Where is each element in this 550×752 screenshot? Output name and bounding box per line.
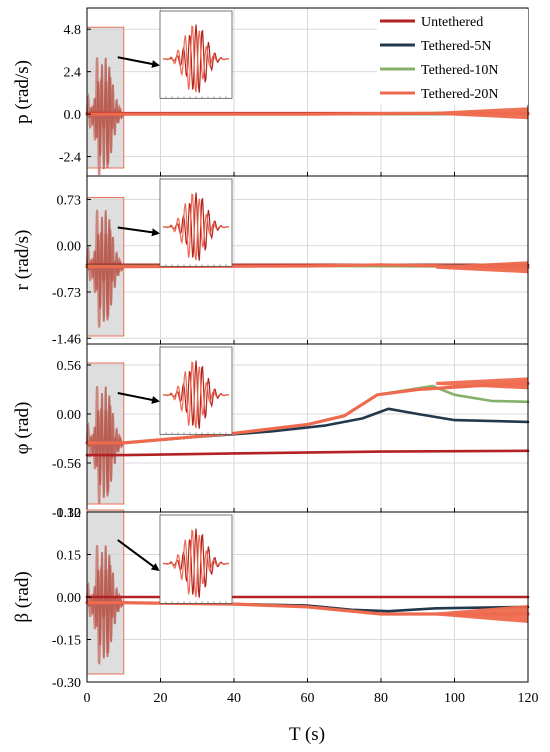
y-axis-label: β (rad) bbox=[12, 571, 33, 622]
legend-label: Tethered-20N bbox=[421, 87, 499, 102]
y-tick-label: 0.00 bbox=[57, 591, 82, 606]
y-tick-label: 0.73 bbox=[57, 193, 82, 208]
x-tick-label: 100 bbox=[444, 691, 465, 706]
inset-curve bbox=[163, 192, 230, 261]
panel-4: 0.30 0.15 0.00 -0.15 -0.30 β (rad) bbox=[12, 506, 530, 691]
zoom-inset bbox=[159, 178, 233, 267]
oscillation-band bbox=[436, 605, 528, 623]
y-axis-label: φ (rad) bbox=[12, 402, 33, 455]
x-tick-label: 80 bbox=[374, 691, 388, 706]
zoom-inset bbox=[159, 10, 233, 99]
zoom-inset bbox=[159, 514, 233, 604]
inset-curve bbox=[163, 360, 230, 429]
panel-1: 4.8 2.4 0.0 -2.4 p (rad/s) bbox=[12, 7, 530, 177]
y-tick-label: 0.00 bbox=[57, 408, 82, 423]
inset-curve bbox=[162, 25, 229, 93]
series-line-tethered-20n bbox=[85, 381, 530, 445]
y-tick-label: -0.15 bbox=[52, 634, 81, 649]
series-line-tethered-20n bbox=[85, 263, 530, 269]
zoom-arrow bbox=[117, 392, 160, 404]
inset-curve bbox=[162, 361, 229, 429]
series-line-untethered bbox=[85, 449, 530, 457]
legend-label: Tethered-5N bbox=[421, 39, 492, 54]
legend-label: Untethered bbox=[421, 15, 483, 30]
legend: Untethered Tethered-5N Tethered-10N Tethere… bbox=[377, 9, 528, 105]
y-tick-label: 4.8 bbox=[64, 23, 82, 38]
x-tick-label: 0 bbox=[84, 691, 91, 706]
grid-lines bbox=[86, 176, 529, 344]
x-axis-label: T (s) bbox=[289, 724, 325, 745]
y-tick-label: -1.46 bbox=[52, 332, 81, 347]
oscillation-band bbox=[436, 377, 528, 390]
y-tick-label: 2.4 bbox=[64, 66, 82, 81]
y-tick-label: 0.15 bbox=[57, 549, 82, 564]
y-tick-label: -0.73 bbox=[52, 286, 81, 301]
oscillation-band bbox=[436, 107, 528, 120]
y-tick-label: -2.4 bbox=[59, 151, 81, 166]
legend-label: Tethered-10N bbox=[421, 63, 499, 78]
inset-curve bbox=[162, 529, 229, 598]
y-axis-label: r (rad/s) bbox=[12, 230, 33, 291]
inset-curve bbox=[163, 24, 230, 93]
legend-box bbox=[377, 9, 528, 105]
zoom-arrow bbox=[117, 56, 160, 68]
oscillation-band bbox=[436, 261, 528, 274]
zoom-arrow bbox=[117, 539, 160, 571]
y-tick-label: -1.12 bbox=[52, 506, 81, 521]
x-tick-label: 40 bbox=[227, 691, 241, 706]
inset-curve bbox=[162, 193, 229, 261]
zoom-arrow bbox=[117, 226, 160, 237]
panel-2: 0.73 0.00 -0.73 -1.46 r (rad/s) bbox=[12, 175, 530, 347]
y-tick-label: -0.30 bbox=[52, 676, 81, 691]
y-tick-label: 0.00 bbox=[57, 240, 82, 255]
x-tick-label: 60 bbox=[301, 691, 315, 706]
y-tick-label: 0.0 bbox=[64, 108, 82, 123]
panel-3: 0.56 0.00 -0.56 -1.12 φ (rad) bbox=[12, 343, 530, 521]
x-tick-label: 120 bbox=[518, 691, 539, 706]
x-tick-label: 20 bbox=[154, 691, 168, 706]
inset-curve bbox=[163, 528, 230, 598]
y-tick-label: -0.56 bbox=[52, 457, 81, 472]
y-tick-label: 0.30 bbox=[57, 506, 82, 521]
zoom-inset bbox=[159, 346, 233, 435]
y-axis-label: p (rad/s) bbox=[12, 60, 33, 124]
y-tick-label: 0.56 bbox=[57, 359, 82, 374]
